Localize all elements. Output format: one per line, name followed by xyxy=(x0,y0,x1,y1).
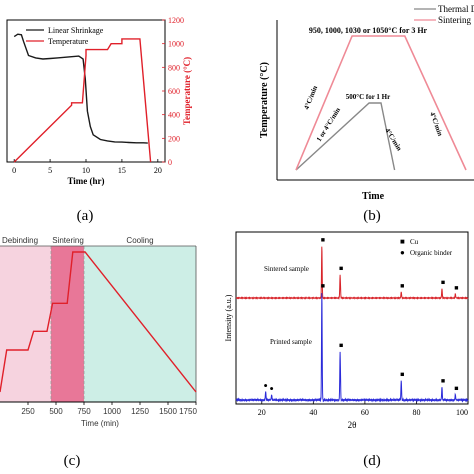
panel-a-xlabel: Time (hr) xyxy=(67,176,104,186)
panel-d-xtick-label: 80 xyxy=(412,408,420,417)
cu-peak-marker: ■ xyxy=(339,265,343,273)
cu-peak-marker: ■ xyxy=(400,282,404,290)
panel-a-ytick-label: 200 xyxy=(168,134,180,143)
panel-c: Debinding Sintering Cooling 250 500 750 100… xyxy=(0,236,197,469)
cu-peak-marker: ■ xyxy=(454,284,458,292)
panel-c-xtick-label: 750 xyxy=(77,407,91,416)
panel-b-label: (b) xyxy=(363,208,381,224)
cu-peak-marker: ■ xyxy=(321,282,325,290)
legend-binder-label: Organic binder xyxy=(410,249,453,257)
panel-a-ytick-label: 0 xyxy=(168,158,172,167)
cu-peak-marker: ■ xyxy=(339,341,343,349)
series-label-printed: Printed sample xyxy=(270,338,312,346)
panel-b-debinding-line xyxy=(295,102,396,171)
panel-d-label: (d) xyxy=(363,453,381,469)
cu-peak-marker: ■ xyxy=(321,236,325,244)
panel-a-label: (a) xyxy=(77,208,94,224)
annotation-debinding-hold: 500°C for 1 Hr xyxy=(346,93,390,101)
panel-a-ylabel-right: Temperature (°C) xyxy=(182,57,192,125)
panel-c-xlabel: Time (min) xyxy=(81,419,119,428)
cu-peak-marker: ■ xyxy=(441,377,445,385)
panel-d-xtick-label: 100 xyxy=(456,408,468,417)
binder-peak-marker: ● xyxy=(269,385,273,393)
panel-a-ytick-label: 400 xyxy=(168,111,180,120)
legend-cu-marker: ■ xyxy=(400,237,405,246)
series-label-sintered: Sintered sample xyxy=(264,265,309,273)
panel-a-ytick-label: 800 xyxy=(168,63,180,72)
panel-a-xtick-label: 5 xyxy=(48,166,52,175)
panel-a-xtick-label: 15 xyxy=(118,166,126,175)
panel-c-xtick-label: 1750 xyxy=(179,407,197,416)
panel-c-xtick-label: 500 xyxy=(49,407,63,416)
panel-c-xtick-label: 1500 xyxy=(159,407,177,416)
cu-peak-marker: ■ xyxy=(400,371,404,379)
panel-d-sintered-trace xyxy=(235,246,469,300)
panel-a-ytick-label: 1000 xyxy=(168,40,184,49)
cu-peak-marker: ■ xyxy=(454,385,458,393)
panel-b: Thermal Debin Sintering 950, 1000, 1030 … xyxy=(259,4,474,224)
region-label-sintering: Sintering xyxy=(52,236,84,245)
panel-b-xlabel: Time xyxy=(362,191,385,202)
legend-sintering-label: Sintering xyxy=(438,15,471,25)
panel-d: 20 40 60 80 100 ■■■ ■■● ●■■■■■ ■ Cu ● Organic … xyxy=(224,231,469,469)
annotation-cooling-rate-2: 4°C/min xyxy=(428,111,444,137)
panel-d-frame xyxy=(235,231,469,405)
region-label-debinding: Debinding xyxy=(2,236,38,245)
panel-a-xtick-label: 0 xyxy=(12,166,16,175)
annotation-heating-rate-2: 1 or 4°C/min xyxy=(315,106,342,143)
annotation-heating-rate-1: 4°C/min xyxy=(302,85,319,111)
region-debinding xyxy=(0,246,51,402)
legend-debinding-label: Thermal Debin xyxy=(438,4,474,14)
legend-temperature-label: Temperature xyxy=(48,37,89,46)
panel-d-xlabel: 2θ xyxy=(348,420,357,430)
panel-b-sintering-line xyxy=(295,35,467,171)
panel-d-xtick-label: 40 xyxy=(309,408,317,417)
cu-peak-marker: ■ xyxy=(441,279,445,287)
panel-d-xtick-label: 60 xyxy=(361,408,369,417)
panel-c-xtick-label: 250 xyxy=(21,407,35,416)
panel-c-xtick-label: 1250 xyxy=(131,407,149,416)
panel-d-printed-trace xyxy=(235,293,469,403)
annotation-sintering-hold: 950, 1000, 1030 or 1050°C for 3 Hr xyxy=(309,26,428,35)
panel-a-ytick-label: 1200 xyxy=(168,16,184,25)
region-cooling xyxy=(84,246,196,402)
legend-shrinkage-label: Linear Shrinkage xyxy=(48,26,104,35)
panel-a-temperature-line xyxy=(13,38,152,163)
binder-peak-marker: ● xyxy=(264,381,268,389)
annotation-cooling-rate-1: 4°C/min xyxy=(383,127,403,153)
panel-c-label: (c) xyxy=(64,453,81,469)
panel-a-shrinkage-line xyxy=(13,33,148,144)
panel-a-xtick-label: 20 xyxy=(154,166,162,175)
panel-a-xtick-label: 10 xyxy=(82,166,90,175)
panel-a-ytick-label: 600 xyxy=(168,87,180,96)
legend-binder-marker: ● xyxy=(400,248,405,257)
legend-cu-label: Cu xyxy=(410,238,419,246)
panel-d-ylabel: Intensity (a.u.) xyxy=(224,294,233,341)
panel-d-xtick-label: 20 xyxy=(258,408,266,417)
panel-c-xtick-label: 1000 xyxy=(103,407,121,416)
region-sintering xyxy=(51,246,84,402)
region-label-cooling: Cooling xyxy=(126,236,153,245)
panel-b-ylabel: Temperature (°C) xyxy=(259,62,270,138)
panel-c-temperature-line xyxy=(0,251,197,393)
